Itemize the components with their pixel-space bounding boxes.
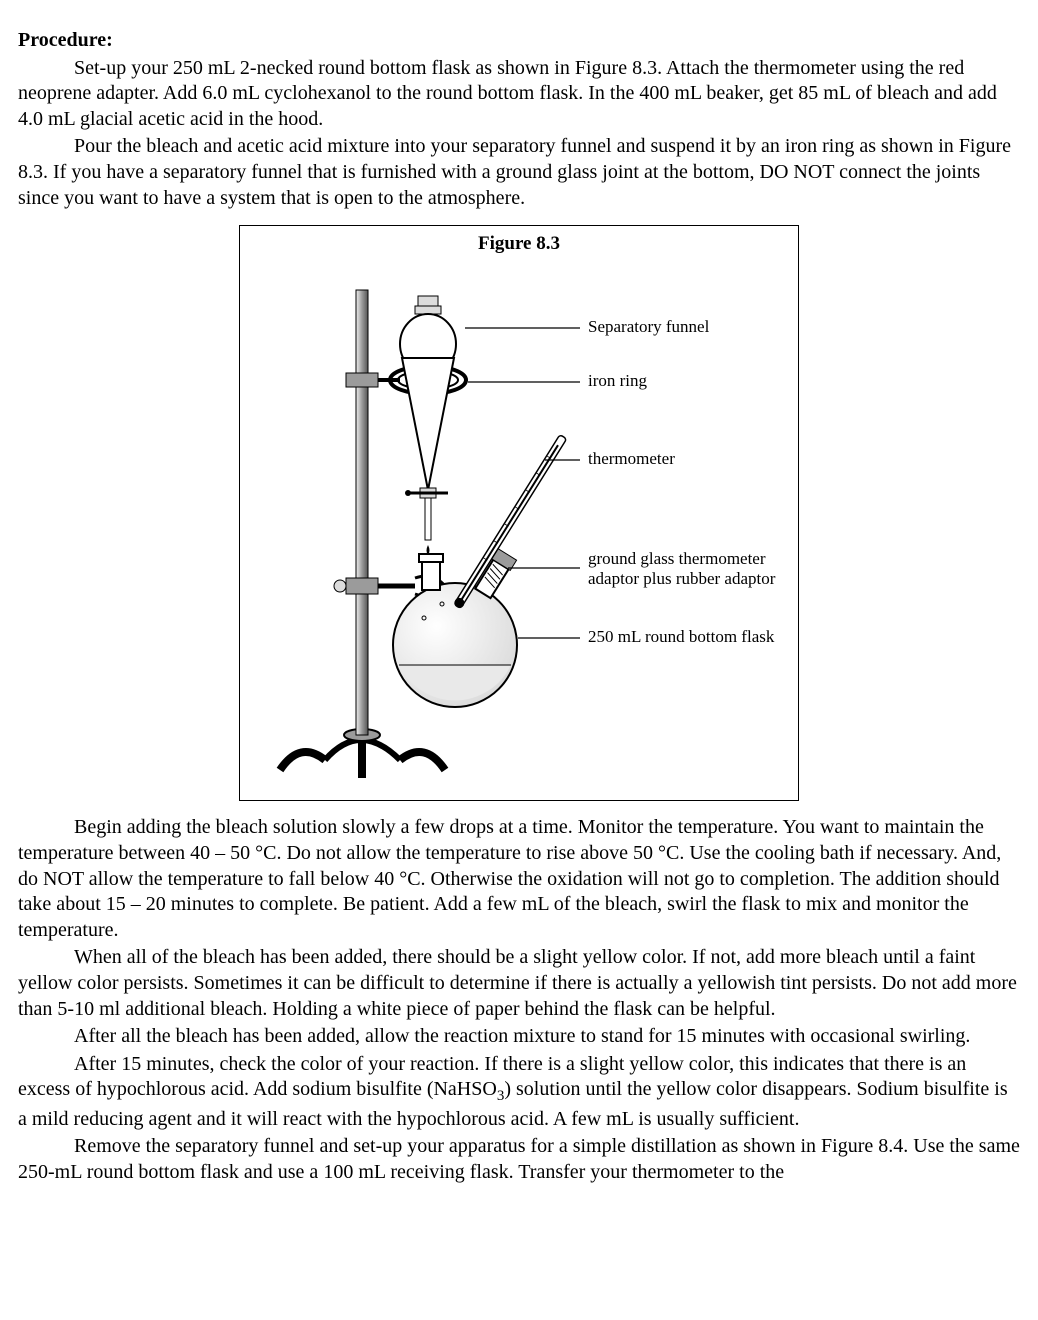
procedure-para-1: Set-up your 250 mL 2-necked round bottom…: [18, 56, 1020, 133]
figure-title: Figure 8.3: [250, 232, 788, 256]
procedure-para-4: When all of the bleach has been added, t…: [18, 945, 1020, 1022]
separatory-funnel-icon: [400, 296, 456, 555]
stand-rod-icon: [356, 290, 368, 735]
round-bottom-flask-icon: [393, 549, 517, 707]
label-thermometer: thermometer: [588, 449, 675, 468]
label-rb-flask: 250 mL round bottom flask: [588, 627, 775, 646]
label-adaptor-l2: adaptor plus rubber adaptor: [588, 569, 776, 588]
stand-base-icon: [280, 729, 445, 778]
label-adaptor-l1: ground glass thermometer: [588, 549, 766, 568]
label-iron-ring: iron ring: [588, 371, 648, 390]
procedure-para-6: After 15 minutes, check the color of you…: [18, 1052, 1020, 1132]
procedure-para-2: Pour the bleach and acetic acid mixture …: [18, 134, 1020, 211]
procedure-para-5: After all the bleach has been added, all…: [18, 1024, 1020, 1050]
section-heading: Procedure:: [18, 28, 1020, 54]
apparatus-diagram: Separatory funnel iron ring thermometer …: [250, 260, 790, 790]
figure-labels: Separatory funnel iron ring thermometer …: [588, 317, 776, 646]
figure-8-3: Figure 8.3: [239, 225, 799, 801]
procedure-para-3: Begin adding the bleach solution slowly …: [18, 815, 1020, 943]
procedure-para-7: Remove the separatory funnel and set-up …: [18, 1134, 1020, 1185]
label-sep-funnel: Separatory funnel: [588, 317, 710, 336]
